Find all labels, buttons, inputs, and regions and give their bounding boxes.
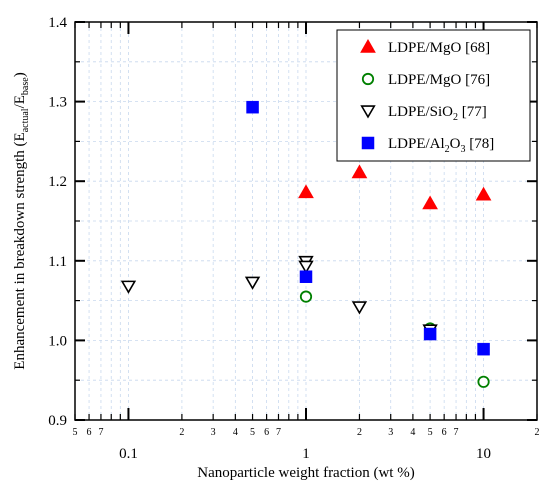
x-minor-tick-label: 7 (98, 427, 103, 438)
legend-label-main: LDPE/Al (388, 136, 445, 152)
x-minor-tick-label: 3 (211, 427, 216, 438)
x-minor-tick-label: 3 (388, 427, 393, 438)
y-axis-title-mid: /E (12, 95, 28, 108)
legend-label-end: [77] (458, 104, 487, 120)
x-minor-tick-label: 6 (442, 427, 447, 438)
legend-label-sub: 2 (453, 112, 458, 123)
x-minor-tick-label: 4 (410, 427, 415, 438)
x-minor-tick-label: 7 (276, 427, 281, 438)
x-minor-tick-label: 5 (250, 427, 255, 438)
data-point (422, 195, 438, 210)
data-point (298, 184, 314, 199)
data-point (351, 164, 368, 179)
y-axis-title-sub2: base (20, 77, 31, 95)
legend-marker (361, 136, 375, 150)
x-minor-tick-label: 2 (535, 427, 540, 438)
x-minor-tick-label: 5 (428, 427, 433, 438)
legend-label-main: LDPE/MgO [68] (388, 40, 490, 56)
legend-marker (361, 72, 375, 86)
grid (74, 21, 538, 421)
legend-label-sub2: 3 (461, 144, 466, 155)
data-marks (120, 100, 492, 388)
y-axis-title: Enhancement in breakdown strength (Eactu… (12, 72, 31, 369)
data-point (246, 100, 259, 114)
legend-label-sub: 2 (445, 144, 450, 155)
x-minor-tick-label: 5 (73, 427, 78, 438)
x-tick-label: 10 (476, 446, 491, 462)
y-tick-label: 1.0 (48, 333, 67, 349)
data-point (299, 290, 313, 303)
legend-label: LDPE/SiO2 [77] (388, 104, 487, 123)
y-axis-title-main: Enhancement in breakdown strength (E (12, 132, 28, 369)
series-3 (246, 100, 490, 356)
legend-label-main: LDPE/SiO (388, 104, 453, 120)
y-axis-title-sub1: actual (20, 108, 31, 132)
x-minor-tick-label: 4 (233, 427, 238, 438)
data-point (475, 186, 492, 201)
y-tick-label: 1.2 (48, 174, 67, 190)
x-minor-tick-label: 6 (87, 427, 92, 438)
legend-label: LDPE/MgO [68] (388, 40, 490, 56)
data-point (298, 260, 314, 274)
y-tick-label: 0.9 (48, 413, 67, 429)
legend-label-mid: O (450, 136, 461, 152)
legend-label: LDPE/MgO [76] (388, 72, 490, 88)
y-tick-label: 1.1 (48, 254, 67, 270)
x-tick-label: 1 (302, 446, 310, 462)
series-0 (298, 164, 492, 210)
data-point (299, 270, 313, 283)
data-point (351, 301, 368, 315)
data-point (477, 375, 490, 388)
data-point (244, 276, 261, 290)
x-tick-label: 0.1 (119, 446, 138, 462)
x-minor-tick-label: 7 (454, 427, 459, 438)
data-point (120, 280, 137, 294)
data-point (477, 342, 490, 356)
x-axis-title: Nanoparticle weight fraction (wt %) (197, 465, 414, 481)
y-tick-label: 1.4 (48, 15, 67, 31)
x-minor-tick-label: 2 (179, 427, 184, 438)
axis-ticks: 0.1 1 105 6 7 2 3 4 5 6 7 2 3 4 5 6 7 20.91.01.11.21.31.4 (48, 15, 539, 462)
y-tick-label: 1.3 (48, 95, 67, 111)
legend: LDPE/MgO [68]LDPE/MgO [76]LDPE/SiO2 [77]… (336, 29, 531, 162)
x-minor-tick-label: 6 (264, 427, 269, 438)
legend-label: LDPE/Al2O3 [78] (388, 136, 494, 155)
series-2 (120, 255, 438, 338)
legend-marker (360, 38, 376, 53)
y-axis-title-end: ) (12, 72, 28, 77)
data-point (423, 327, 437, 341)
legend-label-end: [78] (466, 136, 495, 152)
plot-frame (74, 21, 538, 421)
x-minor-tick-label: 2 (357, 427, 362, 438)
legend-marker (360, 105, 376, 119)
legend-label-main: LDPE/MgO [76] (388, 72, 490, 88)
